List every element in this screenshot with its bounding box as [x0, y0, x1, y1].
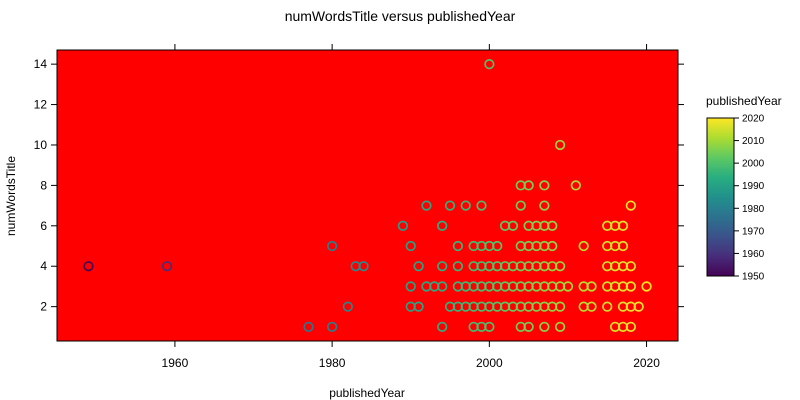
data-point [578, 240, 589, 252]
y-axis: 2 4 6 8 10 12 14 [34, 57, 684, 314]
data-point [641, 281, 652, 292]
data-point [617, 220, 629, 231]
colorbar-tick-label: 2020 [742, 114, 765, 125]
data-point [633, 301, 644, 312]
data-point [586, 301, 597, 312]
colorbar-ticks: 1950 1960 1970 1980 1990 2000 2010 2020 [734, 114, 765, 283]
data-point [602, 301, 613, 312]
colorbar-ramp [706, 117, 735, 277]
y-axis-label: numWordsTitle [4, 156, 18, 236]
data-point [625, 321, 636, 333]
data-point [421, 200, 432, 211]
data-point [547, 240, 558, 252]
x-tick-label: 1960 [162, 356, 189, 370]
data-point [161, 261, 173, 272]
data-point [570, 180, 581, 191]
data-point [397, 220, 409, 231]
data-point [539, 180, 550, 191]
x-axis-label: publishedYear [329, 386, 405, 400]
y-tick-label: 8 [40, 178, 47, 192]
data-point [326, 321, 338, 333]
colorbar-legend: publishedYear 1950 1960 1970 1980 1990 2000 20… [706, 94, 782, 283]
x-tick-label: 2020 [633, 356, 660, 370]
data-point [507, 220, 519, 231]
colorbar-tick-label: 1980 [742, 204, 765, 215]
data-point [554, 301, 566, 312]
data-point [484, 321, 495, 333]
data-point [554, 139, 566, 151]
data-point [539, 321, 550, 333]
data-point [452, 240, 464, 252]
data-point [547, 220, 558, 231]
x-tick-label: 2000 [476, 356, 503, 370]
data-point [437, 321, 448, 333]
colorbar-tick-label: 1970 [742, 226, 765, 237]
data-point [460, 200, 471, 211]
data-point [413, 301, 424, 312]
colorbar-title: publishedYear [706, 94, 782, 108]
colorbar-tick-label: 2000 [742, 159, 765, 170]
data-points [83, 58, 652, 333]
data-point [586, 281, 597, 292]
data-point [405, 281, 416, 292]
y-tick-label: 2 [40, 300, 47, 314]
data-point [444, 200, 456, 211]
data-point [303, 321, 314, 333]
data-point [554, 321, 566, 333]
data-point [625, 261, 636, 272]
y-tick-label: 12 [34, 98, 48, 112]
data-point [437, 281, 448, 292]
y-tick-label: 4 [40, 259, 47, 273]
colorbar-tick-label: 1960 [742, 249, 765, 260]
plot-panel [56, 49, 679, 342]
y-tick-label: 14 [34, 57, 48, 71]
colorbar-tick-label: 2010 [742, 136, 765, 147]
data-point [617, 240, 629, 252]
x-tick-label: 1980 [319, 356, 346, 370]
data-point [358, 261, 369, 272]
data-point [342, 301, 353, 312]
data-point [405, 240, 416, 252]
data-point [515, 200, 526, 211]
data-point [484, 58, 495, 70]
data-point [326, 240, 338, 252]
data-point [523, 180, 534, 191]
data-point [554, 261, 566, 272]
data-point [437, 261, 448, 272]
data-point [437, 220, 448, 231]
data-point [539, 200, 550, 211]
colorbar-tick-label: 1990 [742, 181, 765, 192]
data-point [492, 240, 503, 252]
data-point [625, 281, 636, 292]
y-tick-label: 6 [40, 219, 47, 233]
data-point [476, 200, 487, 211]
data-point [562, 281, 574, 292]
data-point [413, 261, 424, 272]
x-axis: 1960 1980 2000 2020 [162, 44, 660, 370]
y-tick-label: 10 [34, 138, 48, 152]
chart-title: numWordsTitle versus publishedYear [285, 8, 516, 24]
data-point [83, 261, 94, 272]
data-point [625, 200, 636, 211]
data-point [523, 321, 534, 333]
colorbar-tick-label: 1950 [742, 272, 765, 283]
data-point [452, 261, 464, 272]
